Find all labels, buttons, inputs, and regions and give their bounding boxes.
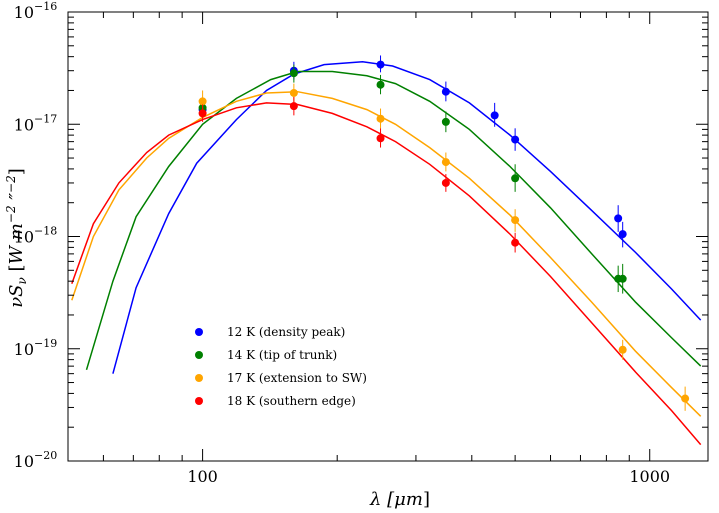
legend-marker-3: [195, 397, 203, 405]
y-tick-label-0: 10: [14, 3, 34, 22]
data-point-3-2: [376, 134, 385, 143]
data-point-0-3: [441, 87, 450, 96]
data-point-1-6: [618, 274, 627, 283]
data-point-2-2: [376, 114, 385, 123]
data-point-3-0: [198, 109, 207, 118]
legend-label-3: 18 K (southern edge): [227, 394, 356, 408]
data-point-2-3: [441, 158, 450, 167]
plot-frame: [67, 11, 709, 462]
y-tick-exp-0: −16: [34, 0, 57, 13]
data-point-0-2: [376, 60, 385, 69]
model-curve-2: [71, 90, 702, 417]
data-point-0-5: [511, 135, 520, 144]
data-point-2-1: [289, 88, 298, 97]
data-point-2-5: [618, 345, 627, 354]
data-points: [198, 55, 690, 411]
legend-marker-0: [195, 328, 203, 336]
data-point-3-3: [441, 178, 450, 187]
x-tick-label-1: 1000: [629, 467, 670, 486]
model-curves: [71, 61, 702, 446]
data-point-3-4: [511, 238, 520, 247]
model-curve-3: [71, 102, 702, 446]
data-point-0-6: [614, 214, 623, 223]
y-axis-label: νSν [W m−2 ″−2]: [4, 168, 29, 308]
model-curve-1: [85, 70, 702, 371]
legend-label-0: 12 K (density peak): [227, 325, 345, 339]
legend-label-2: 17 K (extension to SW): [227, 371, 367, 385]
data-point-1-2: [376, 80, 385, 89]
x-axis-label: λ [μm]: [369, 489, 430, 510]
y-tick-exp-3: −19: [34, 337, 57, 350]
y-tick-label-3: 10: [14, 340, 34, 359]
legend-marker-2: [195, 374, 203, 382]
data-point-1-3: [441, 117, 450, 126]
legend-label-1: 14 K (tip of trunk): [227, 348, 337, 362]
data-point-3-1: [289, 102, 298, 111]
y-tick-label-4: 10: [14, 452, 34, 471]
y-tick-exp-4: −20: [34, 449, 57, 462]
data-point-0-7: [618, 230, 627, 239]
y-tick-exp-2: −18: [34, 225, 57, 238]
legend-marker-1: [195, 351, 203, 359]
data-point-2-4: [511, 216, 520, 225]
data-point-1-1: [289, 69, 298, 78]
x-tick-label-0: 100: [187, 467, 218, 486]
y-tick-exp-1: −17: [34, 112, 57, 125]
data-point-2-0: [198, 97, 207, 106]
y-tick-label-1: 10: [14, 115, 34, 134]
data-point-2-6: [681, 394, 690, 403]
data-point-1-4: [511, 174, 520, 183]
axis-ticks: [68, 11, 708, 462]
data-point-0-4: [490, 111, 499, 120]
legend: 12 K (density peak) 14 K (tip of trunk) 17…: [195, 325, 367, 408]
y-tick-label-2: 10: [14, 228, 34, 247]
